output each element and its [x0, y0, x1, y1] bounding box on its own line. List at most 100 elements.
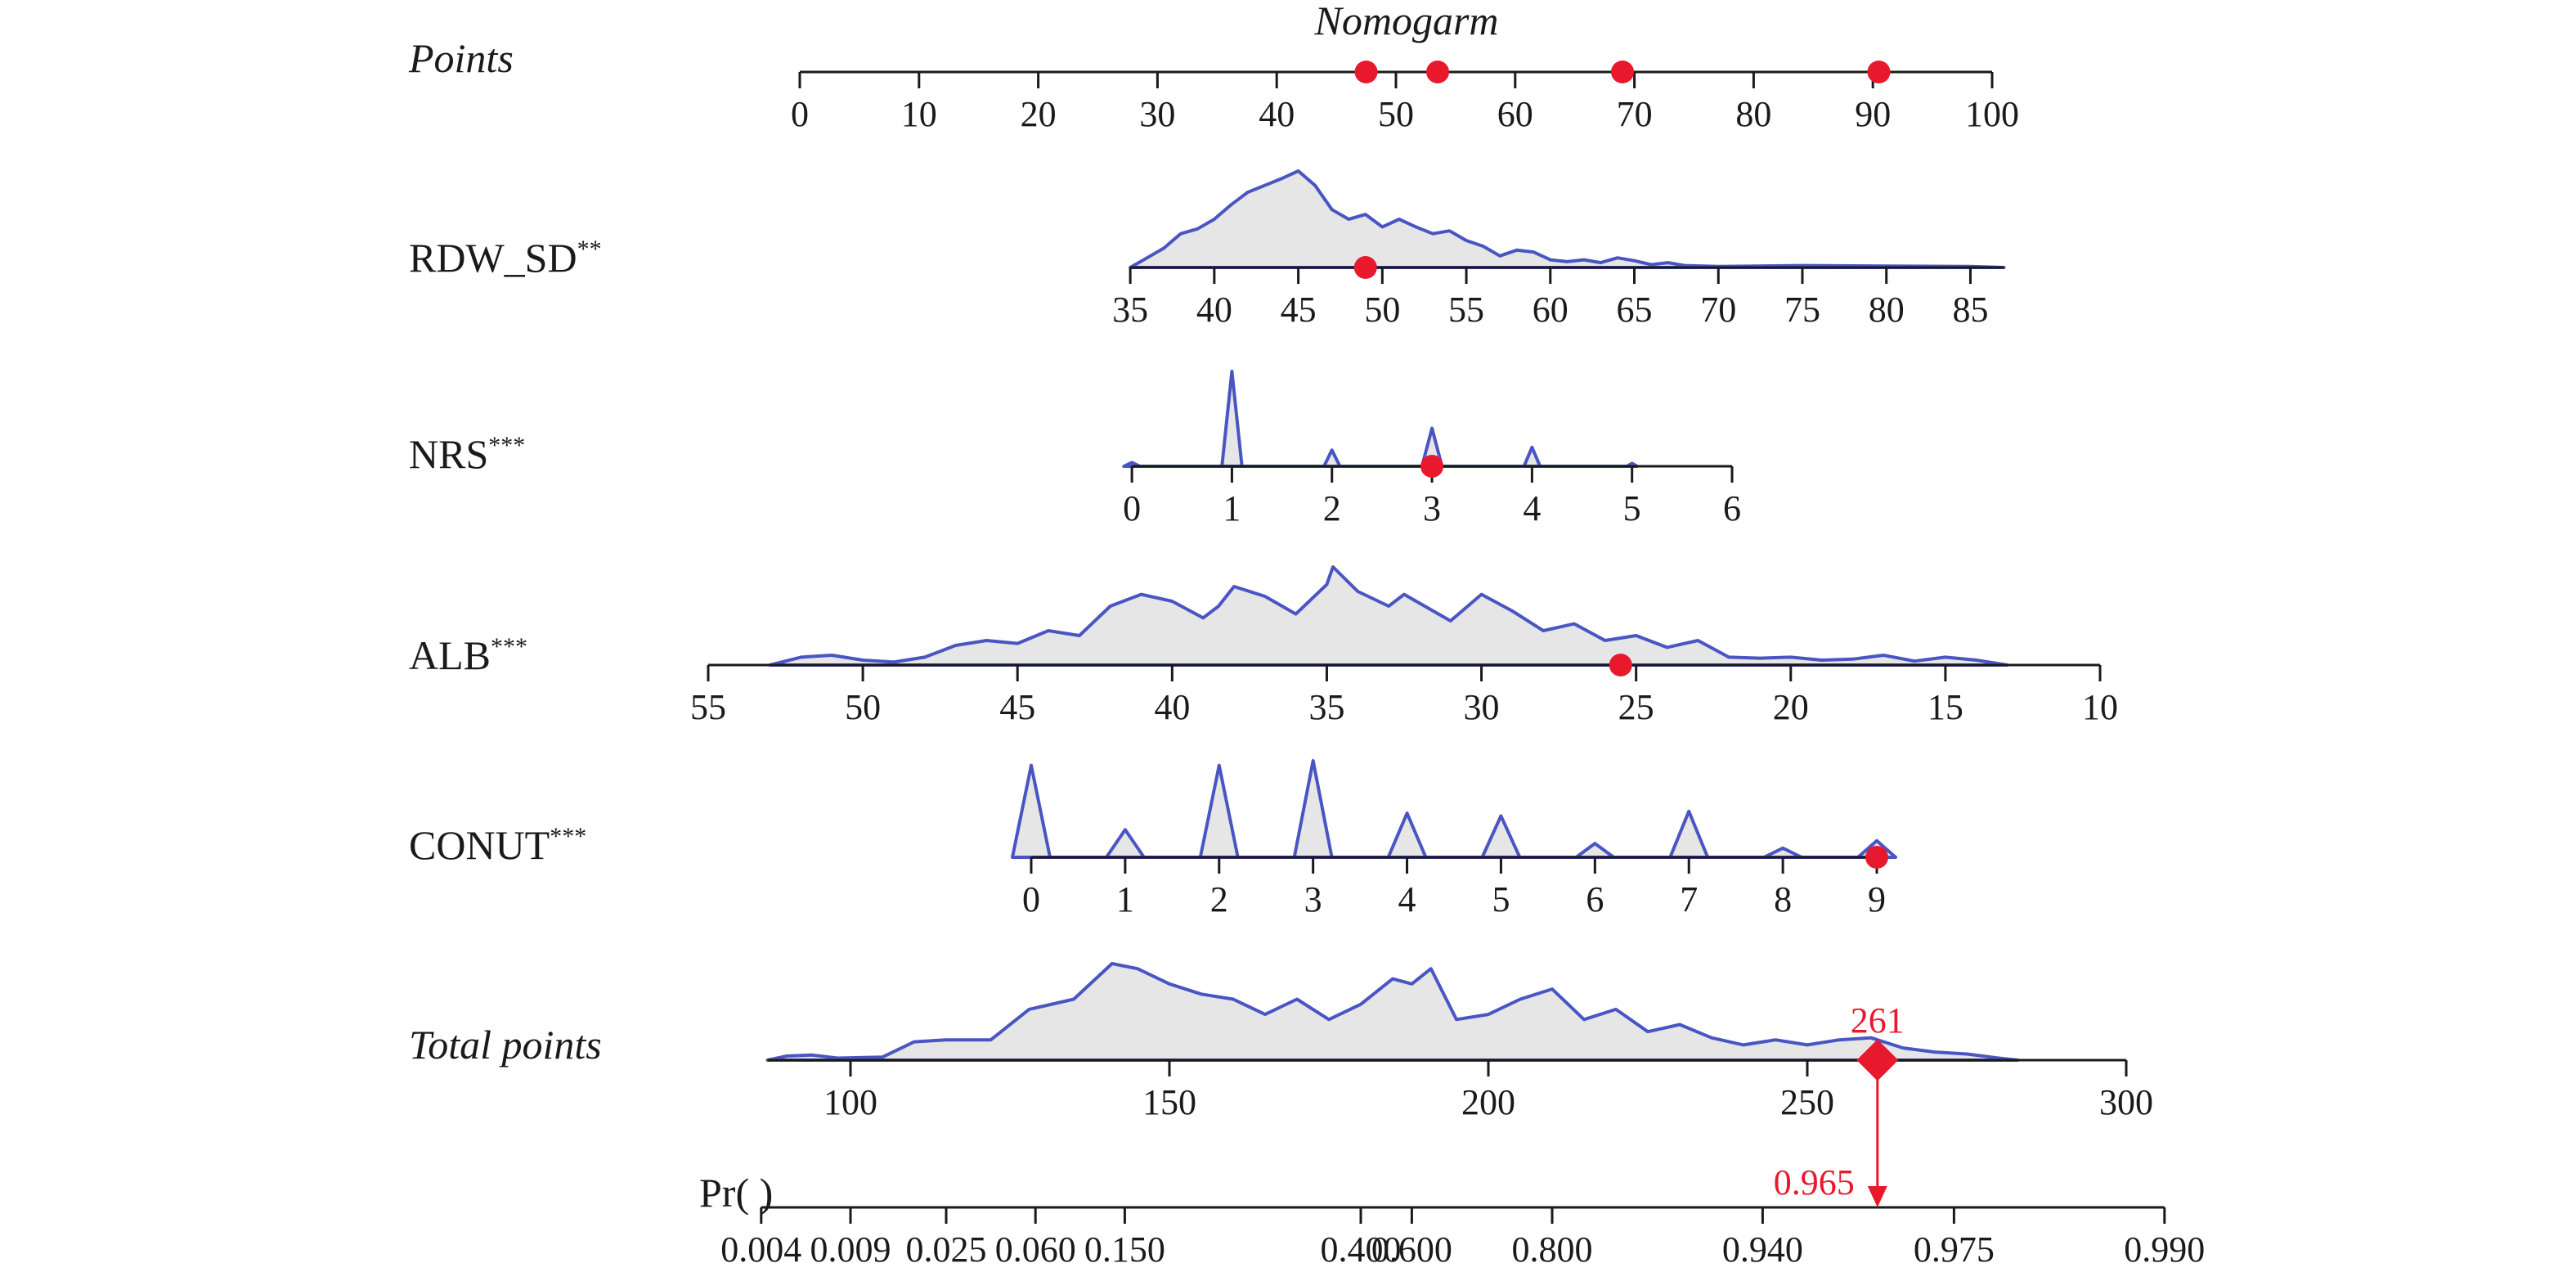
tick-label: 0.060 — [995, 1229, 1076, 1270]
tick-label: 2 — [1323, 488, 1341, 528]
tick-label: 0 — [1022, 879, 1040, 919]
tick-label: 0.940 — [1722, 1229, 1803, 1270]
variable-row-rdw-sd: RDW_SD** 35 40 45 50 55 60 65 70 75 80 85 — [409, 169, 2006, 330]
tick-label: 50 — [1364, 290, 1400, 330]
tick-label: 0.025 — [906, 1229, 987, 1270]
variable-name: RDW_SD — [409, 235, 577, 281]
tick-label: 50 — [845, 687, 881, 727]
tick-label: 55 — [1448, 290, 1484, 330]
tick-label: 20 — [1773, 687, 1809, 727]
variable-label-nrs: NRS*** — [409, 431, 525, 477]
tick-label: 35 — [1112, 290, 1148, 330]
total-points-label: Total points — [409, 1022, 602, 1068]
tick-label: 15 — [1928, 687, 1963, 727]
tick-label: 5 — [1492, 879, 1510, 919]
significance-stars: *** — [550, 823, 586, 850]
points-marker — [1611, 61, 1635, 83]
tick-label: 6 — [1586, 879, 1604, 919]
variable-marker — [1865, 846, 1889, 869]
tick-label: 0.800 — [1512, 1229, 1593, 1270]
points-axis-label: Points — [408, 35, 514, 81]
significance-stars: ** — [577, 236, 602, 263]
tick-label: 25 — [1618, 687, 1654, 727]
tick-label: 150 — [1142, 1082, 1196, 1122]
density-curve — [765, 962, 2020, 1062]
points-marker — [1426, 61, 1450, 83]
tick-label: 80 — [1735, 94, 1771, 134]
tick-label: 7 — [1680, 879, 1698, 919]
variable-label-rdw-sd: RDW_SD** — [409, 235, 602, 281]
tick-label: 8 — [1774, 879, 1792, 919]
tick-label: 20 — [1021, 94, 1057, 134]
variable-name: CONUT — [409, 822, 550, 868]
probability-row: Pr( ) 0.004 0.009 0.025 0.060 0.150 0.4000.60… — [699, 1075, 2205, 1270]
total-points-row: Total points 100 150 200 250 300 261 — [409, 962, 2153, 1122]
tick-label: 3 — [1423, 488, 1441, 528]
tick-label: 0 — [1123, 488, 1141, 528]
tick-label: 250 — [1780, 1082, 1834, 1122]
tick-label: 40 — [1196, 290, 1232, 330]
tick-label: 300 — [2099, 1082, 2153, 1122]
tick-label: 40 — [1154, 687, 1190, 727]
variable-label-alb: ALB*** — [409, 632, 527, 678]
tick-label: 50 — [1378, 94, 1414, 134]
tick-label: 45 — [999, 687, 1035, 727]
variable-axis-rdw-sd: 35 40 45 50 55 60 65 70 75 80 85 — [1112, 169, 2006, 330]
tick-label: 200 — [1461, 1082, 1515, 1122]
tick-label: 6 — [1723, 488, 1741, 528]
tick-label: 9 — [1868, 879, 1886, 919]
density-curve — [1011, 759, 1897, 859]
variable-row-alb: ALB*** 55 50 45 40 35 30 25 20 15 10 — [409, 565, 2118, 727]
variable-axis-alb: 55 50 45 40 35 30 25 20 15 10 — [690, 565, 2118, 727]
tick-label: 0.004 — [720, 1229, 801, 1270]
total-points-axis: 100 150 200 250 300 261 — [765, 962, 2153, 1122]
tick-label: 0.990 — [2124, 1229, 2205, 1270]
variable-label-conut: CONUT*** — [409, 822, 586, 868]
points-marker — [1354, 61, 1378, 83]
tick-label: 10 — [901, 94, 937, 134]
tick-label: 30 — [1464, 687, 1500, 727]
points-axis: 0 10 20 30 40 50 60 70 80 90 100 — [791, 61, 2019, 134]
tick-label: 0.009 — [810, 1229, 891, 1270]
variable-marker — [1420, 455, 1444, 478]
variable-axis-nrs: 0 1 2 3 4 5 6 — [1122, 370, 1741, 528]
tick-label: 10 — [2082, 687, 2118, 727]
tick-label: 90 — [1855, 94, 1891, 134]
tick-label: 0.400 — [1321, 1229, 1402, 1270]
tick-label: 80 — [1869, 290, 1905, 330]
tick-label: 60 — [1497, 94, 1533, 134]
tick-label: 3 — [1304, 879, 1322, 919]
tick-label: 100 — [1965, 94, 2019, 134]
variable-row-conut: CONUT*** 0 1 2 3 4 5 6 7 8 9 — [409, 759, 1897, 919]
density-curve — [1129, 169, 2006, 269]
chart-title: Nomogarm — [1313, 0, 1498, 43]
variable-row-nrs: NRS*** 0 1 2 3 4 5 6 — [409, 370, 1741, 528]
tick-label: 0 — [791, 94, 809, 134]
density-curve — [1122, 370, 1639, 468]
tick-label: 1 — [1116, 879, 1134, 919]
tick-label: 5 — [1623, 488, 1641, 528]
tick-label: 65 — [1617, 290, 1653, 330]
tick-label: 0.600 — [1371, 1229, 1452, 1270]
predicted-probability-value: 0.965 — [1774, 1162, 1855, 1202]
points-marker — [1867, 61, 1891, 83]
prediction-arrow-head — [1867, 1186, 1887, 1207]
variable-name: ALB — [409, 632, 491, 678]
tick-label: 30 — [1139, 94, 1175, 134]
variable-marker — [1353, 256, 1377, 279]
tick-label: 0.975 — [1914, 1229, 1995, 1270]
tick-label: 70 — [1700, 290, 1736, 330]
tick-label: 60 — [1533, 290, 1568, 330]
tick-label: 70 — [1617, 94, 1653, 134]
variable-name: NRS — [409, 431, 488, 477]
tick-label: 85 — [1952, 290, 1988, 330]
tick-label: 75 — [1784, 290, 1820, 330]
tick-label: 0.150 — [1084, 1229, 1165, 1270]
variable-marker — [1609, 654, 1632, 676]
density-curve — [768, 565, 2009, 667]
significance-stars: *** — [488, 432, 525, 459]
tick-label: 100 — [824, 1082, 877, 1122]
tick-label: 1 — [1223, 488, 1241, 528]
